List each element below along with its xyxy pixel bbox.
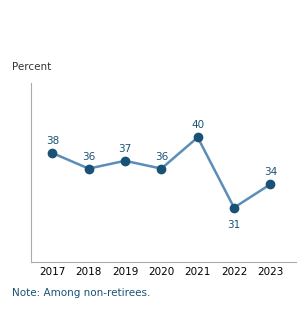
Text: 34: 34: [264, 167, 277, 177]
Text: 40: 40: [191, 121, 204, 130]
Text: 36: 36: [82, 152, 95, 162]
Text: Percent: Percent: [12, 62, 51, 72]
Text: 38: 38: [46, 136, 59, 146]
Text: Note: Among non-retirees.: Note: Among non-retirees.: [12, 288, 151, 298]
Text: Figure 34. View retirement savings plan as on
track (by year): Figure 34. View retirement savings plan …: [12, 20, 305, 49]
Text: 36: 36: [155, 152, 168, 162]
Text: 31: 31: [228, 220, 241, 230]
Text: 37: 37: [118, 144, 132, 154]
